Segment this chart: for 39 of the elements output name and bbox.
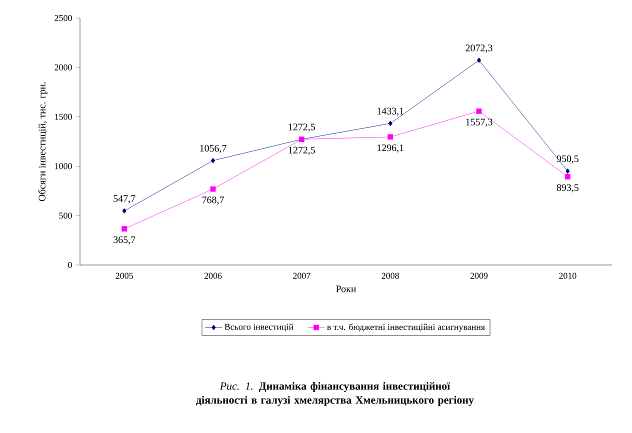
data-label: 1056,7: [200, 144, 226, 154]
y-tick-label: 0: [68, 262, 72, 268]
point: [476, 108, 482, 114]
legend-label: Всього інвестицій: [224, 324, 294, 332]
x-tick-label: 2007: [293, 272, 310, 279]
data-label: 893,5: [556, 184, 578, 192]
x-tick-label: 2006: [204, 272, 222, 279]
x-tick-label: 2008: [382, 272, 399, 279]
y-tick-label: 2500: [54, 14, 72, 22]
y-tick-label: 500: [59, 212, 72, 219]
y-tick-label: 1000: [55, 163, 72, 170]
y-axis-title: Обсяги інвестицій, тис. грн.: [38, 82, 48, 202]
x-tick-label: 2009: [470, 272, 488, 279]
x-tick-label: 2010: [559, 272, 576, 279]
data-label: 365,7: [114, 236, 136, 245]
y-tick-label: 1500: [55, 114, 72, 120]
data-label: 1272,5: [288, 124, 315, 132]
data-label: 547,7: [114, 195, 136, 204]
data-label: 1557,3: [466, 118, 492, 127]
point: [388, 120, 392, 126]
y-tick-label: 2000: [54, 64, 72, 70]
point: [210, 158, 216, 164]
x-tick-label: 2005: [116, 272, 133, 279]
x-axis-title: Роки: [336, 286, 356, 292]
data-label: 1433,1: [378, 108, 404, 116]
point: [122, 226, 128, 232]
point: [122, 208, 126, 214]
text: Рис. 1. Динаміка фінансування інвестиційної діяльності в галузі хмелярства Хмельницького регіону: [196, 382, 474, 406]
point: [476, 58, 482, 63]
data-label: 2072,3: [466, 44, 492, 53]
data-label: 950,5: [556, 155, 578, 164]
legend-label: в т.ч. бюджетні інвестиційні асигнування: [327, 324, 485, 332]
point: [564, 174, 570, 180]
point: [210, 186, 216, 192]
point: [566, 168, 570, 174]
data-label: 1296,1: [378, 144, 404, 153]
data-label: 768,7: [202, 196, 224, 205]
data-label: 1272,5: [288, 146, 315, 155]
point: [388, 134, 394, 140]
